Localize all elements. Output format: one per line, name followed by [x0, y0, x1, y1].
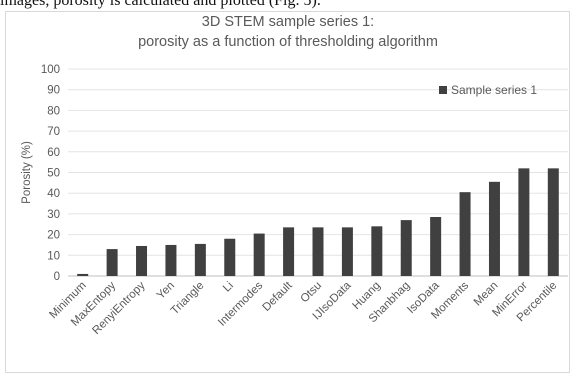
- y-axis-title-group: Porosity (%): [21, 141, 33, 204]
- bar-percentile: [547, 168, 559, 276]
- bar-mean: [488, 181, 500, 276]
- y-axis-ticks: 0 10 20 30 40 50 60 70 80 90 100: [41, 64, 60, 283]
- bar-minerror: [518, 168, 530, 276]
- bar-triangle: [194, 243, 206, 276]
- bar-ijisodata: [341, 227, 353, 276]
- y-tick-label: 40: [47, 188, 60, 200]
- y-tick-label: 70: [47, 126, 60, 138]
- y-tick-label: 100: [41, 64, 60, 76]
- chart-title-line: 3D STEM sample series 1:: [202, 14, 374, 30]
- legend-label: Sample series 1: [451, 83, 537, 97]
- bar-minimum: [77, 273, 89, 276]
- bar-shanbhag: [400, 220, 412, 276]
- context-text: images, porosity is calculated and plott…: [0, 0, 321, 9]
- bar-moments: [459, 192, 471, 276]
- x-tick-label: Yen: [155, 280, 177, 302]
- x-tick-label: RenyiEntropy: [90, 279, 147, 336]
- x-tick-label: Li: [221, 280, 236, 295]
- bar-default: [283, 227, 295, 276]
- chart-title: 3D STEM sample series 1: porosity as a fu…: [138, 14, 438, 50]
- x-tick-label: Triangle: [169, 280, 207, 318]
- y-tick-label: 10: [47, 250, 60, 262]
- bar-renyientropy: [136, 245, 148, 276]
- legend: Sample series 1: [439, 83, 537, 97]
- y-tick-label: 80: [47, 105, 60, 117]
- y-tick-label: 20: [47, 230, 60, 242]
- x-tick-label: Otsu: [298, 280, 324, 306]
- y-tick-label: 30: [47, 209, 60, 221]
- y-tick-label: 90: [47, 85, 60, 97]
- legend-swatch: [439, 86, 447, 94]
- bar-otsu: [312, 227, 324, 276]
- bar-isodata: [430, 217, 442, 276]
- bar-yen: [165, 244, 177, 276]
- bar-intermodes: [253, 233, 265, 276]
- chart-area: [5, 11, 570, 373]
- y-tick-label: 50: [47, 168, 60, 180]
- bar-huang: [371, 226, 383, 276]
- y-axis-title: Porosity (%): [21, 141, 33, 204]
- y-tick-label: 60: [47, 147, 60, 159]
- y-tick-label: 0: [54, 271, 60, 283]
- bar-maxentopy: [106, 249, 118, 276]
- bar-li: [224, 238, 236, 276]
- chart-title-line: porosity as a function of thresholding a…: [138, 34, 438, 50]
- bars: [77, 168, 559, 276]
- x-tick-label: Default: [260, 279, 295, 314]
